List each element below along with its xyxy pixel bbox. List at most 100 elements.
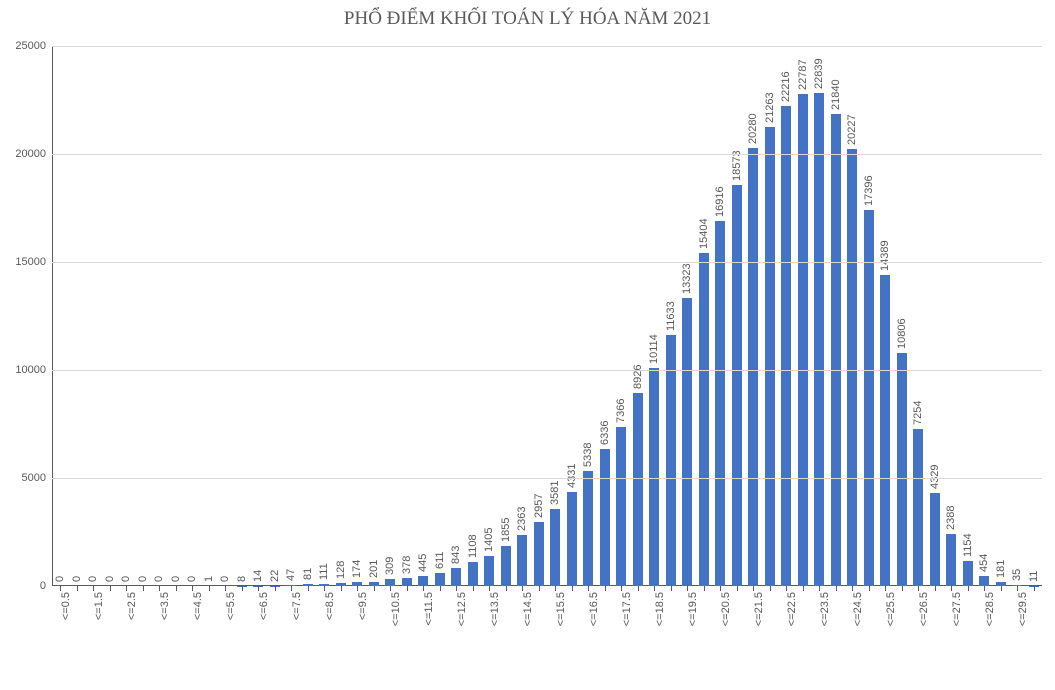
x-tick-mark <box>638 586 639 591</box>
bar-slot: 6336 <box>597 46 614 586</box>
bar-value-label: 4329 <box>929 464 941 488</box>
bar-slot: 181 <box>993 46 1010 586</box>
x-tick-mark <box>506 586 507 591</box>
bar-value-label: 14389 <box>879 241 891 272</box>
bar-slot: 1154 <box>960 46 977 586</box>
bar-value-label: 1 <box>203 576 215 582</box>
x-tick-label: <=6.5 <box>258 592 270 620</box>
x-tick-mark <box>770 586 771 591</box>
bar: 10114 <box>649 368 659 586</box>
bar-slot: 4329 <box>927 46 944 586</box>
bar-value-label: 20280 <box>747 113 759 144</box>
bar-value-label: 0 <box>137 576 149 582</box>
x-tick-label: <=17.5 <box>621 592 633 626</box>
x-tick-mark <box>341 586 342 591</box>
bar-slot: 18573 <box>729 46 746 586</box>
bar-slot: 14 <box>250 46 267 586</box>
x-tick-mark <box>308 586 309 591</box>
bar: 21840 <box>831 114 841 586</box>
gridline <box>52 154 1042 155</box>
x-tick-mark <box>159 586 160 591</box>
x-tick-label: <=15.5 <box>555 592 567 626</box>
x-tick-label: <=3.5 <box>159 592 171 620</box>
bar-slot: 21263 <box>762 46 779 586</box>
bar-slot: 10806 <box>894 46 911 586</box>
bars-row: 0000000001081422478111112817420130937844… <box>52 46 1042 586</box>
bar-slot: 0 <box>135 46 152 586</box>
x-tick-mark <box>407 586 408 591</box>
bar: 5338 <box>583 471 593 586</box>
bar-value-label: 1405 <box>483 527 495 551</box>
x-tick-mark <box>1034 586 1035 591</box>
bar-slot: 11633 <box>663 46 680 586</box>
bar-slot: 7254 <box>910 46 927 586</box>
bar-value-label: 201 <box>368 559 380 577</box>
bar: 378 <box>402 578 412 586</box>
bar: 7254 <box>913 429 923 586</box>
bar-slot: 1855 <box>498 46 515 586</box>
bar: 22839 <box>814 93 824 586</box>
x-tick-mark <box>621 586 622 591</box>
x-tick-mark <box>225 586 226 591</box>
x-tick-mark <box>885 586 886 591</box>
bar: 21263 <box>765 127 775 586</box>
bar: 13323 <box>682 298 692 586</box>
chart-container: PHỔ ĐIỂM KHỐI TOÁN LÝ HÓA NĂM 2021 00000… <box>0 0 1055 690</box>
bar-value-label: 0 <box>71 576 83 582</box>
bar-slot: 17396 <box>861 46 878 586</box>
x-tick-mark <box>176 586 177 591</box>
bar-value-label: 8 <box>236 576 248 582</box>
bar: 843 <box>451 568 461 586</box>
x-tick-label: <=23.5 <box>819 592 831 626</box>
x-tick-mark <box>275 586 276 591</box>
bar-value-label: 3581 <box>549 480 561 504</box>
x-tick-mark <box>935 586 936 591</box>
x-tick-mark <box>440 586 441 591</box>
x-tick-mark <box>753 586 754 591</box>
x-tick-label: <=13.5 <box>489 592 501 626</box>
x-tick-mark <box>572 586 573 591</box>
bar-slot: 445 <box>415 46 432 586</box>
x-tick-label: <=7.5 <box>291 592 303 620</box>
bar: 2363 <box>517 535 527 586</box>
x-tick-label: <=11.5 <box>423 592 435 625</box>
x-tick-label: <=16.5 <box>588 592 600 626</box>
bar-slot: 2957 <box>531 46 548 586</box>
x-tick-mark <box>143 586 144 591</box>
x-tick-mark <box>209 586 210 591</box>
bar-slot: 35 <box>1009 46 1026 586</box>
y-tick-label: 25000 <box>15 40 52 52</box>
bar-value-label: 5338 <box>582 442 594 466</box>
bar-slot: 14389 <box>877 46 894 586</box>
bar-slot: 81 <box>300 46 317 586</box>
x-tick-mark <box>357 586 358 591</box>
bar-value-label: 0 <box>219 576 231 582</box>
bar-value-label: 111 <box>318 563 330 580</box>
x-tick-mark <box>77 586 78 591</box>
bar-value-label: 2363 <box>516 506 528 530</box>
x-tick-label: <=10.5 <box>390 592 402 626</box>
bar-slot: 3581 <box>547 46 564 586</box>
gridline <box>52 262 1042 263</box>
bar: 1405 <box>484 556 494 586</box>
bar: 445 <box>418 576 428 586</box>
bar-slot: 0 <box>52 46 69 586</box>
x-tick-label: <=25.5 <box>885 592 897 626</box>
bar: 1855 <box>501 546 511 586</box>
x-tick-label: <=19.5 <box>687 592 699 626</box>
x-tick-label: <=5.5 <box>225 592 237 620</box>
bar: 6336 <box>600 449 610 586</box>
bar: 20227 <box>847 149 857 586</box>
bar-slot: 0 <box>69 46 86 586</box>
bar-slot: 0 <box>85 46 102 586</box>
x-tick-mark <box>555 586 556 591</box>
bar: 22216 <box>781 106 791 586</box>
bar-slot: 2363 <box>514 46 531 586</box>
bar-value-label: 0 <box>120 576 132 582</box>
x-tick-mark <box>605 586 606 591</box>
x-tick-mark <box>654 586 655 591</box>
x-tick-label: <=24.5 <box>852 592 864 626</box>
bar-slot: 454 <box>976 46 993 586</box>
bar-value-label: 0 <box>54 576 66 582</box>
bar-value-label: 17396 <box>863 176 875 207</box>
